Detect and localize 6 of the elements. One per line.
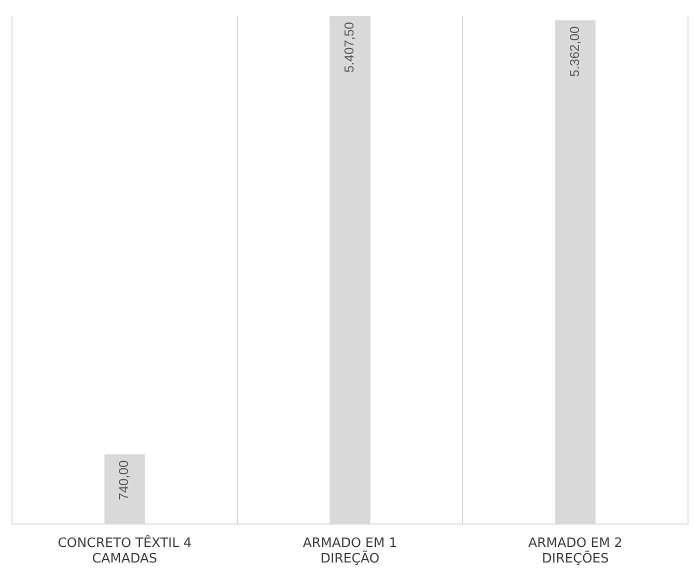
- x-tick-label: CONCRETO TÊXTIL 4 CAMADAS: [58, 534, 192, 567]
- data-label: 5.407,50: [342, 22, 357, 73]
- data-label: 5.362,00: [566, 26, 582, 77]
- x-tick-label: ARMADO EM 1 DIREÇÃO: [302, 536, 398, 567]
- data-label: 740,00: [116, 460, 132, 500]
- x-tick-label: ARMADO EM 2 DIREÇÕES: [528, 536, 622, 567]
